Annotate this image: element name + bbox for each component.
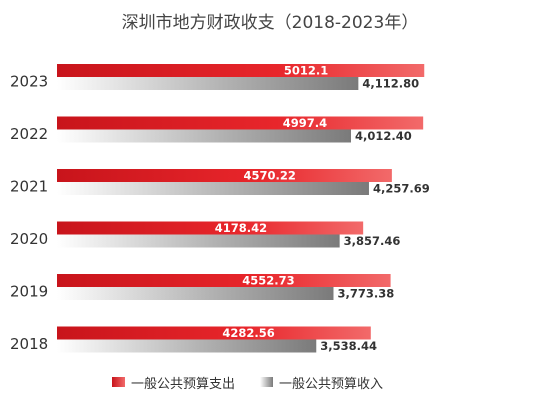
expenditure-value-label: 4997.4 [283,116,327,130]
revenue-bar [57,129,351,143]
category-label: 2020 [10,230,48,248]
expenditure-bar [57,326,371,340]
chart-title: 深圳市地方财政收支（2018-2023年） [121,13,419,33]
revenue-bar [57,339,317,353]
legend-item-expenditure: 一般公共预算支出 [112,372,235,392]
revenue-bar [57,287,334,300]
revenue-bar [57,234,340,248]
revenue-bar [57,77,359,90]
revenue-value-label: 4,257.69 [373,182,430,196]
revenue-value-label: 4,012.40 [355,129,412,143]
revenue-bar [57,182,369,195]
expenditure-value-label: 4552.73 [242,274,294,288]
revenue-value-label: 4,112.80 [362,77,419,91]
revenue-value-label: 3,857.46 [344,234,401,248]
category-label: 2019 [10,283,48,301]
expenditure-value-label: 4178.42 [215,221,267,235]
expenditure-bar [57,221,364,235]
revenue-value-label: 3,538.44 [320,339,377,353]
expenditure-value-label: 4282.56 [222,326,274,340]
expenditure-bar [57,274,391,287]
expenditure-bar [57,64,425,77]
legend-label-expenditure: 一般公共预算支出 [131,376,236,392]
category-label: 2021 [10,178,48,196]
legend-swatch-expenditure [112,377,125,387]
revenue-value-label: 3,773.38 [337,287,394,301]
expenditure-value-label: 4570.22 [243,169,295,183]
category-label: 2023 [10,73,48,91]
expenditure-value-label: 5012.1 [284,64,328,78]
legend-swatch-revenue [260,377,273,387]
category-label: 2022 [10,125,48,143]
category-label: 2018 [10,335,48,353]
expenditure-bar [57,169,392,182]
expenditure-bar [57,116,424,130]
legend-label-revenue: 一般公共预算收入 [279,376,384,392]
legend-item-revenue: 一般公共预算收入 [260,372,383,392]
